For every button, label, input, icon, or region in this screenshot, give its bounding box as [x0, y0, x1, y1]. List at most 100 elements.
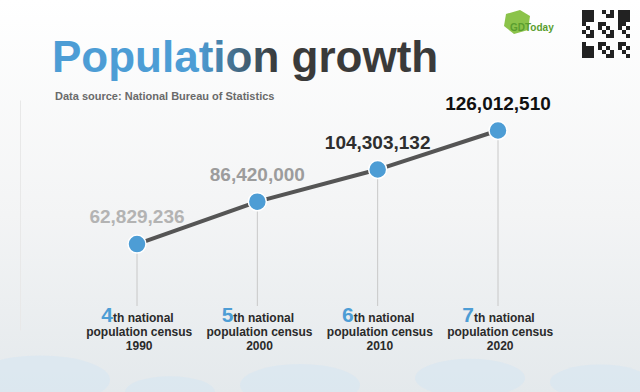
- qr-cell: [622, 22, 626, 26]
- data-labels: 62,829,236 86,420,000 104,303,132 126,012,5…: [89, 93, 550, 228]
- qr-cell: [602, 10, 606, 14]
- qr-code: [582, 10, 630, 58]
- umbrella-shape: [0, 356, 110, 392]
- qr-cell: [606, 34, 610, 38]
- qr-cell: [602, 22, 606, 26]
- x-tick: 5th national population census 2000: [203, 303, 313, 353]
- qr-cell: [610, 34, 614, 38]
- drop-line: [498, 131, 499, 306]
- data-label: 62,829,236: [89, 206, 184, 227]
- qr-cell: [586, 18, 590, 22]
- drop-line: [257, 202, 258, 306]
- qr-cell: [626, 54, 630, 58]
- qr-cell: [622, 50, 626, 54]
- y-axis-line: [20, 101, 21, 331]
- qr-cell: [610, 50, 614, 54]
- logo: GDToday: [504, 10, 554, 34]
- point: [369, 161, 387, 179]
- category-label: 6th national population census 2010: [323, 303, 433, 353]
- drop-line: [377, 170, 378, 306]
- qr-cell: [618, 46, 622, 50]
- qr-cell: [610, 10, 614, 14]
- qr-cell: [626, 14, 630, 18]
- data-label: 104,303,132: [325, 132, 431, 153]
- qr-cell: [606, 46, 610, 50]
- qr-cell: [626, 26, 630, 30]
- background-decoration: [0, 356, 640, 392]
- x-tick: 4th national population census 1990: [83, 303, 193, 353]
- qr-cell: [590, 18, 594, 22]
- qr-cell: [618, 18, 622, 22]
- qr-cell: [598, 42, 602, 46]
- y-axis: [20, 101, 21, 331]
- qr-cell: [622, 42, 626, 46]
- qr-cell: [586, 26, 590, 30]
- point: [489, 122, 507, 140]
- qr-cell: [586, 50, 590, 54]
- qr-cell: [590, 50, 594, 54]
- qr-cell: [626, 34, 630, 38]
- qr-cell: [626, 46, 630, 50]
- qr-cell: [622, 18, 626, 22]
- umbrella-shape: [415, 359, 525, 392]
- title: Population growth: [52, 32, 438, 81]
- chart: Population growth Data source: National B…: [0, 0, 640, 392]
- qr-cell: [610, 30, 614, 34]
- qr-cell: [590, 46, 594, 50]
- category-label: 5th national population census 2000: [203, 303, 313, 353]
- umbrella-shape: [550, 365, 640, 392]
- qr-cell: [598, 26, 602, 30]
- qr-cell: [590, 10, 594, 14]
- qr-cell: [618, 42, 622, 46]
- qr-cell: [598, 46, 602, 50]
- qr-cell: [622, 10, 626, 14]
- qr-cell: [590, 34, 594, 38]
- qr-cell: [602, 50, 606, 54]
- qr-cell: [606, 14, 610, 18]
- qr-background: [582, 10, 630, 58]
- category-label: 7th national population census 2020: [444, 303, 554, 353]
- qr-cell: [602, 30, 606, 34]
- plot-area: [128, 122, 507, 254]
- qr-cell: [582, 46, 586, 50]
- qr-cell: [618, 22, 622, 26]
- qr-cell: [626, 10, 630, 14]
- subtitle: Data source: National Bureau of Statisti…: [55, 90, 274, 102]
- qr-cell: [602, 42, 606, 46]
- x-tick: 7th national population census 2020: [444, 303, 554, 353]
- qr-cell: [582, 14, 586, 18]
- qr-cell: [618, 10, 622, 14]
- qr-cell: [610, 14, 614, 18]
- qr-cell: [582, 10, 586, 14]
- qr-cell: [622, 30, 626, 34]
- qr-cell: [586, 34, 590, 38]
- qr-cell: [586, 14, 590, 18]
- qr-cell: [626, 18, 630, 22]
- drop-lines: [137, 131, 498, 306]
- data-label: 86,420,000: [210, 164, 305, 185]
- qr-cell: [582, 50, 586, 54]
- x-axis: 4th national population census 19905th n…: [83, 303, 554, 353]
- qr-cell: [606, 54, 610, 58]
- qr-cell: [590, 14, 594, 18]
- qr-cell: [586, 54, 590, 58]
- x-tick: 6th national population census 2010: [323, 303, 433, 353]
- point: [128, 235, 146, 253]
- background: [0, 0, 640, 392]
- qr-cell: [618, 14, 622, 18]
- qr-cell: [622, 14, 626, 18]
- qr-cell: [582, 54, 586, 58]
- category-label: 4th national population census 1990: [83, 303, 193, 353]
- qr-cell: [590, 30, 594, 34]
- umbrella-shape: [240, 364, 360, 392]
- line: [137, 131, 498, 245]
- qr-cell: [598, 22, 602, 26]
- annotation: GDToday: [510, 22, 554, 33]
- qr-cell: [582, 22, 586, 26]
- qr-cell: [582, 18, 586, 22]
- qr-cell: [582, 42, 586, 46]
- point: [248, 193, 266, 211]
- qr-cell: [610, 54, 614, 58]
- qr-cell: [586, 10, 590, 14]
- data-label: 126,012,510: [445, 93, 551, 114]
